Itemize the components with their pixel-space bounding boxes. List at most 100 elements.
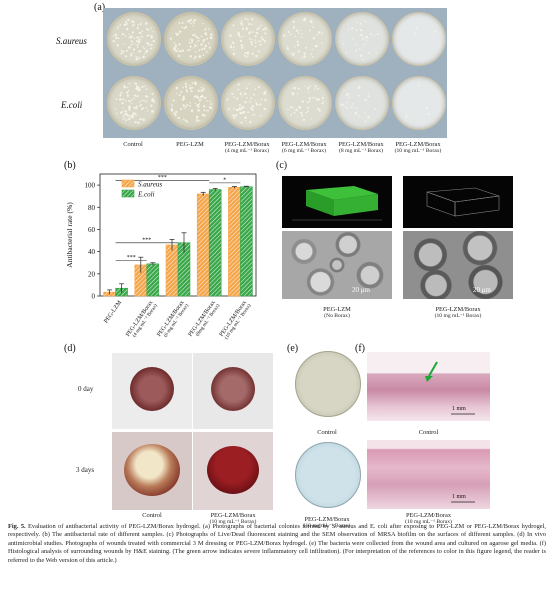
colony-dot (208, 28, 210, 30)
scale-bar-histology-2: 1 mm (452, 494, 466, 500)
significance-label: *** (127, 255, 136, 261)
colony-dot (205, 50, 208, 53)
colony-dot (144, 52, 146, 54)
colony-dot (190, 22, 192, 25)
colony-dot (251, 105, 255, 108)
panel-f-label-borax: PEG-LZM/Borax (10 mg mL⁻¹ Borax) (367, 512, 490, 526)
colony-dot (246, 87, 249, 90)
colony-dot (171, 107, 173, 110)
scale-bar-line (451, 501, 475, 503)
colony-dot (132, 112, 136, 115)
colony-dot (190, 38, 192, 40)
colony-dot (136, 43, 139, 46)
colony-dot (362, 38, 365, 40)
bacterial-colony-dish (335, 76, 389, 130)
colony-dot (347, 29, 350, 31)
label-sub: (10 mg mL⁻¹ Borax) (209, 519, 257, 526)
panel-label-a: (a) (94, 2, 106, 13)
colony-dot (308, 97, 312, 100)
colony-dot (287, 108, 289, 111)
colony-dot (119, 98, 122, 101)
colony-dot (182, 97, 186, 101)
colony-dot (138, 87, 141, 89)
colony-dot (312, 97, 314, 99)
colony-dot (131, 31, 135, 34)
colony-dot (434, 30, 437, 33)
panel-f-label-control: Control (367, 429, 490, 436)
colony-dot (246, 52, 249, 55)
colony-dot (346, 93, 349, 95)
colony-dot (301, 100, 304, 103)
x-tick-label: PEG-LZM (103, 299, 123, 324)
colony-dot (120, 91, 123, 94)
panel-label-b: (b) (64, 160, 76, 171)
colony-dot (286, 47, 289, 50)
colony-dot (254, 39, 256, 41)
colony-dot (346, 107, 348, 110)
colony-dot (144, 22, 148, 25)
colony-dot (193, 57, 196, 60)
colony-dot (351, 37, 354, 40)
colony-dot (199, 119, 201, 122)
colony-dot (133, 94, 137, 97)
colony-dot (195, 51, 197, 53)
colony-dot (196, 104, 199, 107)
caption-text: Evaluation of antibacterial activity of … (8, 523, 546, 564)
colony-dot (287, 46, 289, 48)
colony-dot (127, 90, 130, 92)
colony-dot (189, 87, 192, 90)
colony-dot (126, 86, 129, 89)
colony-dot (240, 121, 243, 124)
colony-dot (132, 52, 134, 54)
colony-dot (151, 37, 153, 39)
colony-dot (241, 46, 244, 49)
colony-dot (152, 39, 155, 43)
y-tick-label: 100 (85, 182, 96, 190)
colony-dot (114, 108, 117, 110)
colony-dot (134, 82, 137, 85)
colony-dot (146, 100, 148, 102)
colony-dot (321, 96, 325, 100)
colony-dot (195, 115, 199, 119)
colony-dot (364, 20, 367, 23)
colony-dot (245, 120, 247, 122)
colony-dot (373, 34, 375, 36)
colony-dot (181, 26, 183, 29)
colony-dot (186, 104, 189, 106)
colony-dot (257, 28, 259, 30)
colony-dot (322, 100, 324, 103)
figure-number: Fig. 5. (8, 523, 26, 530)
colony-dot (238, 103, 242, 107)
colony-dot (405, 115, 408, 118)
colony-dot (249, 30, 252, 33)
significance-label: *** (158, 175, 167, 181)
colony-dot (128, 36, 131, 39)
colony-dot (202, 23, 204, 25)
scale-bar-label: 1 mm (452, 406, 466, 412)
colony-dot (356, 21, 358, 24)
colony-dot (179, 50, 182, 53)
colony-dot (136, 87, 140, 91)
colony-dot (189, 84, 191, 87)
colony-dot (118, 37, 120, 40)
colony-dot (122, 107, 124, 109)
colony-dot (249, 100, 252, 103)
colony-dot (172, 112, 175, 114)
legend-label: E.coli (137, 191, 155, 199)
colony-dot (125, 119, 128, 121)
wound-photo-borax-0day (193, 353, 273, 429)
colony-dot (229, 34, 231, 37)
colony-dot (185, 89, 188, 92)
colony-dot (310, 53, 313, 56)
colony-dots (229, 17, 267, 58)
colony-dot (131, 41, 134, 43)
colony-dot (185, 85, 187, 87)
colony-dot (190, 109, 194, 113)
colony-dot (313, 96, 316, 99)
colony-dot (321, 32, 324, 35)
colony-dots (414, 27, 437, 43)
colony-dot (233, 117, 236, 120)
colony-dot (239, 92, 242, 95)
live-stain-empty-block (426, 187, 500, 217)
x-tick-label: PEG-LZM/Borax(10 mg mL⁻¹ Borax) (219, 300, 253, 342)
